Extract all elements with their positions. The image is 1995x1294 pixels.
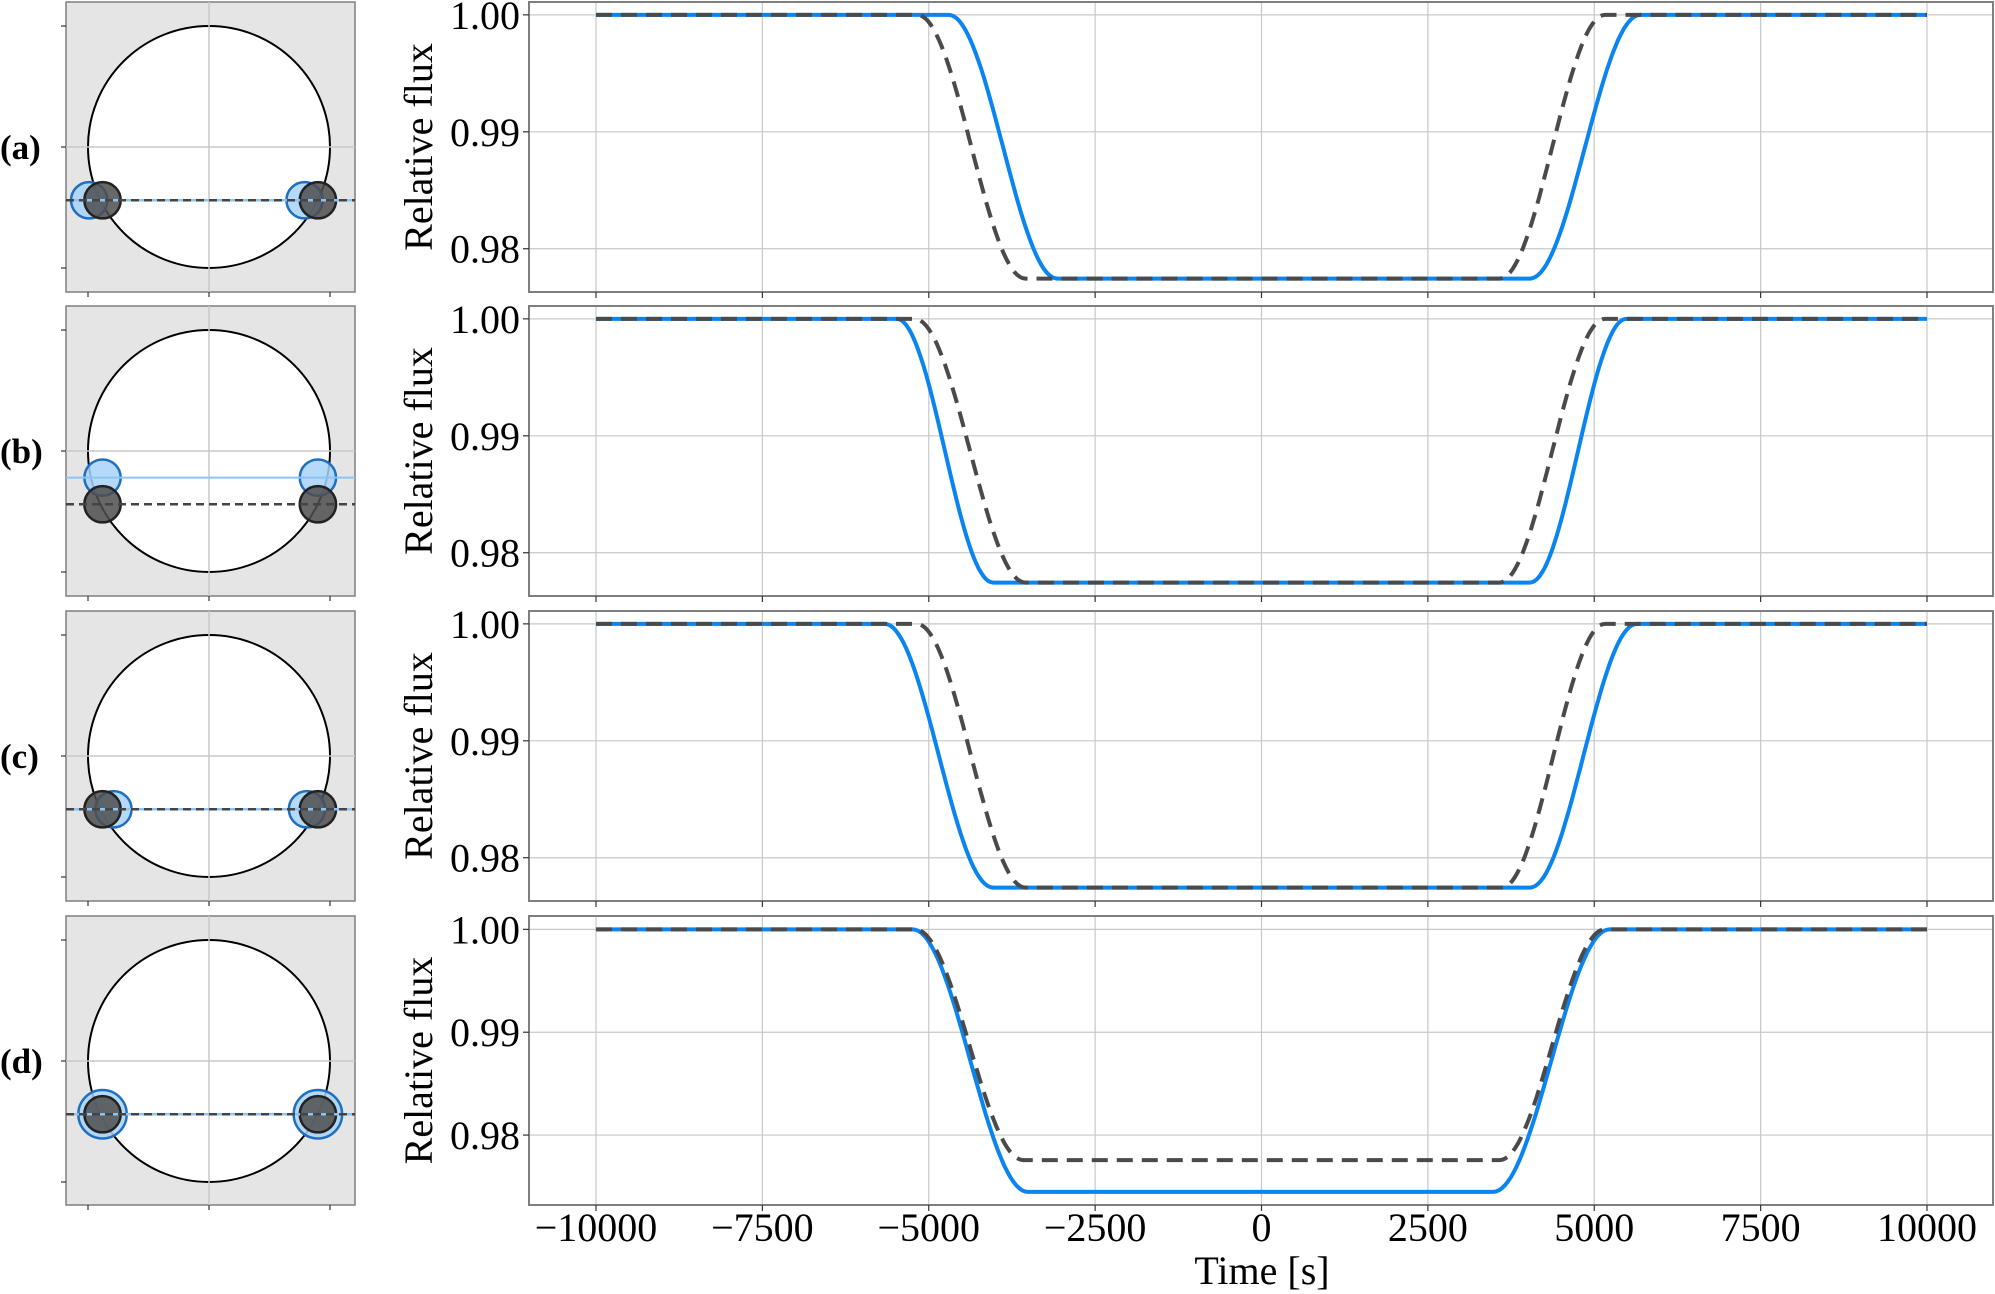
y-tick-label: 0.98 bbox=[450, 531, 520, 576]
y-tick-label: 1.00 bbox=[450, 602, 520, 647]
y-tick-label: 0.99 bbox=[450, 719, 520, 764]
x-tick-label: 2500 bbox=[1388, 1205, 1468, 1250]
dashed-grey-curve bbox=[596, 12, 1927, 281]
x-tick-label: 0 bbox=[1252, 1205, 1272, 1250]
x-tick-label: −10000 bbox=[535, 1205, 658, 1250]
y-tick-label: 0.99 bbox=[450, 1010, 520, 1055]
x-tick-label: −2500 bbox=[1044, 1205, 1147, 1250]
solid-blue-curve bbox=[596, 621, 1927, 890]
x-tick-label: 10000 bbox=[1877, 1205, 1977, 1250]
y-tick-label: 0.99 bbox=[450, 110, 520, 155]
y-tick-label: 0.99 bbox=[450, 414, 520, 459]
y-tick-label: 0.98 bbox=[450, 836, 520, 881]
transit-geometry-diagram bbox=[61, 1, 356, 297]
x-tick-label: 5000 bbox=[1554, 1205, 1634, 1250]
y-tick-label: 0.98 bbox=[450, 1113, 520, 1158]
transit-geometry-diagram bbox=[61, 915, 356, 1210]
y-axis-title: Relative flux bbox=[396, 43, 441, 251]
y-tick-label: 1.00 bbox=[450, 0, 520, 38]
y-axis-title: Relative flux bbox=[396, 957, 441, 1165]
x-tick-label: −7500 bbox=[711, 1205, 814, 1250]
y-tick-label: 1.00 bbox=[450, 907, 520, 952]
planet-dark-ingress bbox=[83, 484, 122, 524]
y-axis-title: Relative flux bbox=[396, 652, 441, 860]
panel-label: (c) bbox=[0, 737, 39, 776]
dashed-grey-curve bbox=[596, 621, 1927, 890]
transit-geometry-diagram bbox=[61, 305, 356, 601]
transit-geometry-diagram bbox=[61, 610, 356, 906]
y-tick-label: 0.98 bbox=[450, 227, 520, 272]
panel-label: (a) bbox=[0, 128, 41, 167]
x-tick-label: 7500 bbox=[1721, 1205, 1801, 1250]
x-tick-label: −5000 bbox=[877, 1205, 980, 1250]
dashed-grey-curve bbox=[596, 316, 1927, 585]
y-tick-label: 1.00 bbox=[450, 297, 520, 342]
solid-blue-curve bbox=[596, 316, 1927, 585]
x-axis-title: Time [s] bbox=[1194, 1248, 1329, 1293]
panel-label: (d) bbox=[0, 1042, 43, 1081]
panel-label: (b) bbox=[0, 432, 43, 471]
y-axis-title: Relative flux bbox=[396, 347, 441, 555]
dashed-grey-curve bbox=[596, 927, 1927, 1163]
solid-blue-curve bbox=[596, 927, 1927, 1194]
